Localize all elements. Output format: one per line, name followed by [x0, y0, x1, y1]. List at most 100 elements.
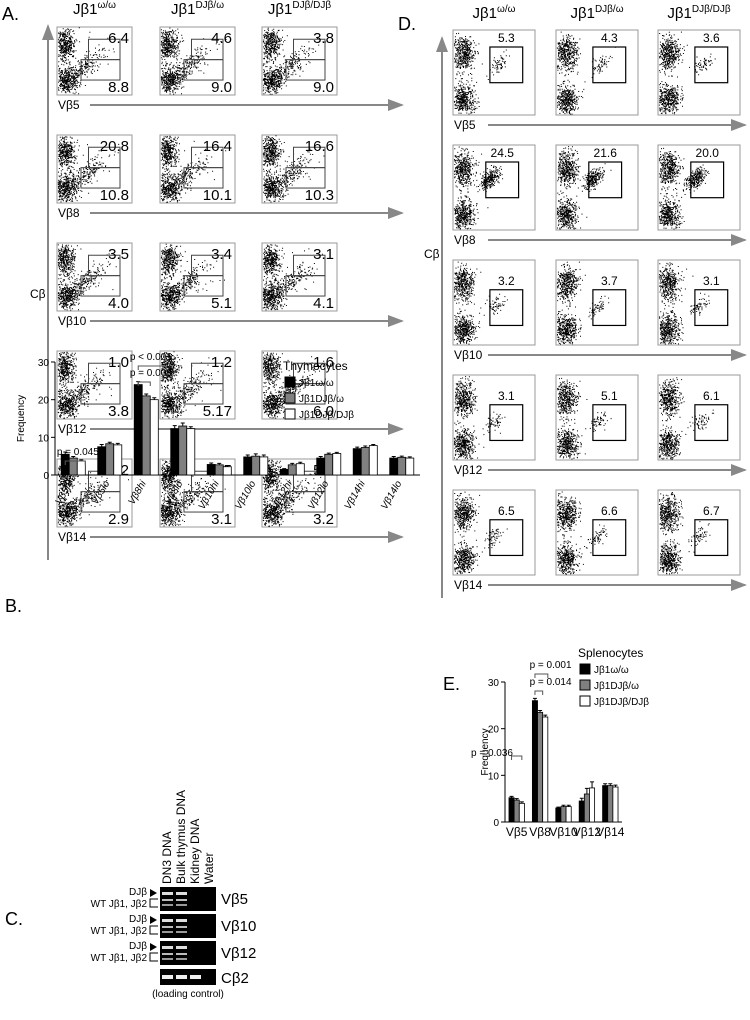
legend-swatch	[284, 408, 296, 420]
band-label: DJβ	[129, 914, 147, 925]
plot-frame	[657, 29, 741, 116]
gate	[592, 519, 627, 557]
gate-value: 5.1	[601, 389, 618, 403]
x-axis-label: Vβ14	[58, 530, 87, 544]
gate	[183, 275, 224, 297]
gate-value: 3.5	[108, 246, 129, 263]
plot-frame	[452, 489, 536, 576]
error-bar	[543, 714, 548, 717]
p-bracket	[64, 460, 86, 465]
plot-frame	[657, 259, 741, 346]
gel-band	[162, 975, 173, 979]
plot-frame	[555, 374, 639, 461]
p-bracket	[137, 381, 151, 386]
x-tick-label: Vβ10lo	[233, 479, 258, 512]
bar	[287, 464, 297, 476]
bar	[332, 453, 342, 476]
error-bar	[209, 462, 214, 465]
error-bar	[579, 797, 584, 801]
legend-label: Jβ1DJβ/DJβ	[594, 697, 649, 708]
gate-value: 3.2	[313, 511, 334, 528]
gate-value: 3.1	[211, 511, 232, 528]
bar	[531, 700, 538, 823]
gel-band	[162, 899, 173, 901]
error-bar	[613, 784, 618, 787]
y-axis-label: Cβ	[424, 247, 440, 261]
gate	[489, 519, 524, 557]
error-bar	[603, 783, 608, 786]
header-sup: DJβ/ω	[595, 4, 624, 15]
x-axis-label: Vβ12	[454, 463, 483, 477]
bar	[178, 425, 188, 476]
gate	[694, 289, 729, 327]
gel-band	[162, 931, 173, 933]
plot-frame	[452, 29, 536, 116]
column-header: Jβ1DJβ/ω	[171, 0, 224, 18]
gel-band	[176, 919, 187, 922]
plot-frame	[159, 350, 236, 420]
gate	[588, 161, 623, 199]
gate	[285, 59, 326, 81]
gate	[592, 46, 627, 84]
p-bracket	[534, 673, 549, 678]
error-bar	[561, 804, 566, 807]
bar	[607, 785, 614, 823]
x-tick-label: Vβ12	[573, 825, 602, 839]
bar	[360, 447, 370, 476]
x-tick-label: Vβ10	[549, 825, 578, 839]
gate-value: 3.1	[313, 246, 334, 263]
plot-frame	[261, 134, 338, 204]
gate	[694, 46, 729, 84]
x-tick-label: Vβ12lo	[306, 479, 331, 512]
band-bracket	[149, 925, 158, 935]
x-axis-label: Vβ8	[58, 206, 80, 220]
gate	[489, 46, 524, 84]
plot-frame	[261, 26, 338, 96]
error-bar	[590, 781, 595, 788]
gate	[183, 491, 224, 513]
plot-frame	[56, 26, 133, 96]
gate-value: 3.2	[498, 274, 515, 288]
legend-swatch	[284, 392, 296, 404]
gel-band	[176, 904, 187, 906]
error-bar	[253, 453, 258, 457]
gate-value: 4.3	[601, 31, 618, 45]
legend-label: Jβ1ω/ω	[299, 378, 334, 389]
x-tick-label: Vβ8hi	[126, 478, 149, 506]
plot-frame	[159, 134, 236, 204]
header-main: Jβ1	[667, 5, 691, 22]
scatter-dots	[658, 377, 715, 460]
gate-value: 3.1	[498, 389, 515, 403]
plot-frame	[555, 144, 639, 231]
x-axis-label: Vβ5	[454, 118, 476, 132]
gate	[690, 161, 725, 199]
gate-value: 16.6	[305, 138, 334, 155]
scatter-dots	[453, 146, 504, 230]
bar	[316, 457, 326, 476]
x-axis-label: Vβ14	[454, 578, 483, 592]
gate	[80, 275, 121, 297]
gate	[285, 167, 326, 189]
x-tick-label: Vβ14hi	[343, 478, 369, 511]
bar	[170, 428, 180, 476]
bar	[149, 399, 159, 476]
gel-band	[162, 926, 173, 928]
error-bar	[371, 443, 376, 446]
gate-value: 5.17	[203, 403, 232, 420]
band-label: WT Jβ1, Jβ2	[91, 953, 148, 964]
band-arrow	[150, 943, 157, 951]
bar	[206, 464, 216, 476]
gate-value: 3.8	[313, 30, 334, 47]
gate-value: 20.0	[696, 146, 720, 160]
column-header: Jβ1ω/ω	[473, 4, 516, 22]
gel-band	[162, 919, 173, 922]
error-bar	[519, 801, 524, 804]
error-bar	[217, 462, 222, 465]
gel-band	[176, 946, 187, 949]
gate	[285, 275, 326, 297]
band-label: DJβ	[129, 941, 147, 952]
plot-frame	[56, 350, 133, 420]
gate	[183, 59, 224, 81]
p-bracket	[534, 690, 544, 695]
error-bar	[584, 787, 589, 794]
